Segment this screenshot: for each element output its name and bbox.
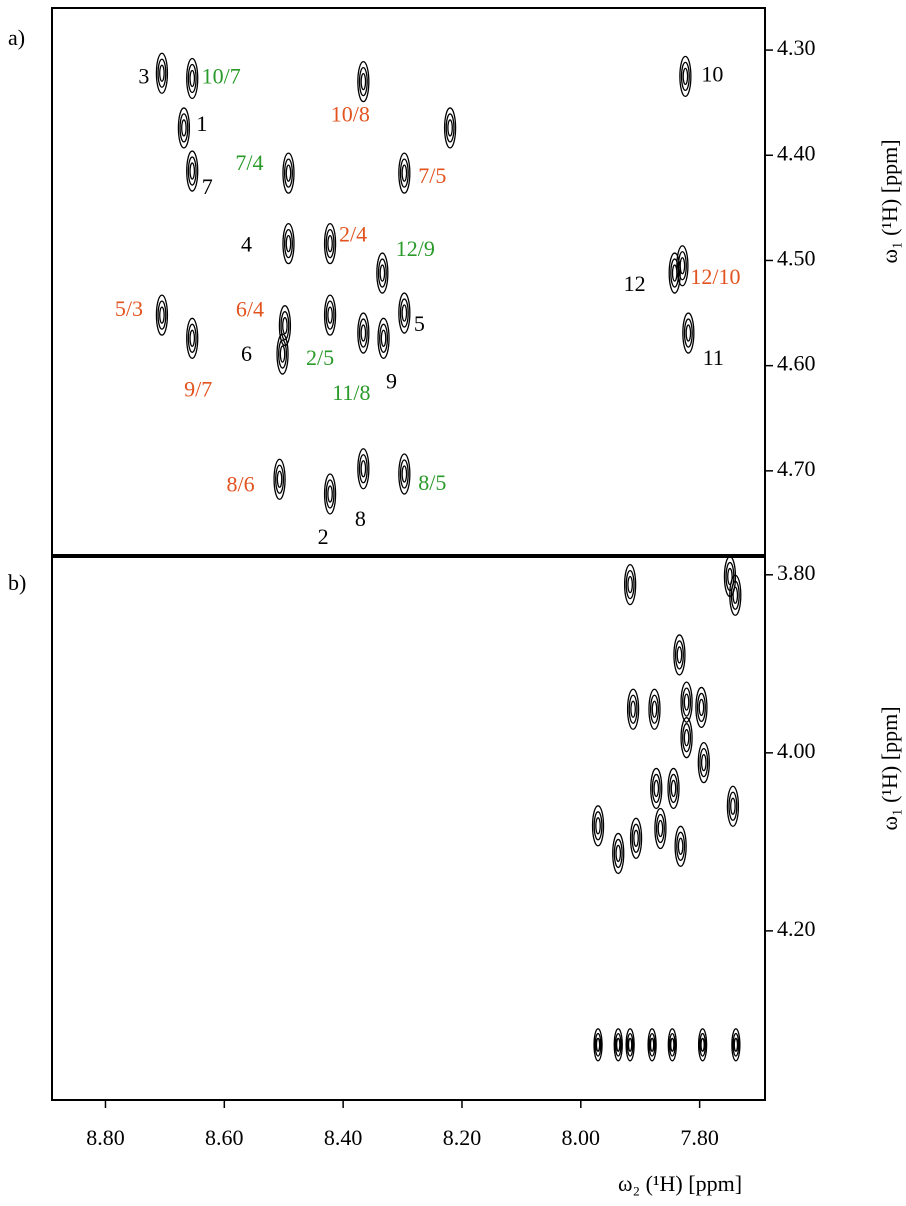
- peak: [445, 108, 456, 148]
- y-tick-label: 3.80: [777, 560, 816, 585]
- peak: [358, 62, 369, 102]
- peak-label: 7/5: [418, 163, 446, 188]
- nmr-figure: a) 4.30 4.40 4.50 4.60 4.70 ω₁ (¹H) [ppm] 3 10/7…: [0, 0, 906, 1206]
- y-axis-label: ω₁ (¹H) [ppm]: [877, 139, 902, 263]
- y-tick-label: 4.30: [777, 35, 816, 60]
- x-tick-label: 8.60: [205, 1125, 244, 1150]
- y-axis-label: ω₁ (¹H) [ppm]: [877, 706, 902, 830]
- peak: [283, 153, 294, 193]
- peak-label: 9/7: [184, 376, 212, 401]
- peak: [681, 682, 692, 722]
- peak-label: 8/5: [418, 470, 446, 495]
- y-tick-label: 4.60: [777, 351, 816, 376]
- peak: [696, 687, 707, 727]
- peak-label: 11/8: [332, 380, 370, 405]
- peak: [378, 318, 389, 358]
- peak: [668, 768, 679, 808]
- peak-label: 12/9: [396, 236, 435, 261]
- peak: [675, 826, 686, 866]
- peak: [325, 474, 336, 514]
- peak: [156, 53, 167, 93]
- peak-label: 10: [701, 61, 723, 86]
- peak: [668, 1029, 676, 1061]
- peak: [628, 689, 639, 729]
- peak-label: 12: [624, 271, 646, 296]
- peak-label: 10/8: [331, 102, 370, 127]
- peak-label: 2: [318, 524, 329, 549]
- peak: [187, 318, 198, 358]
- peak: [399, 293, 410, 333]
- peak: [699, 1029, 707, 1061]
- peak: [651, 768, 662, 808]
- x-tick-label: 8.00: [562, 1125, 601, 1150]
- peak: [399, 153, 410, 193]
- peak: [614, 1029, 622, 1061]
- peak: [626, 1029, 634, 1061]
- peak: [399, 454, 410, 494]
- peak: [593, 806, 604, 846]
- y-tick-label: 4.20: [777, 916, 816, 941]
- peak: [631, 818, 642, 858]
- peak: [698, 743, 709, 783]
- peak: [674, 635, 685, 675]
- peak: [681, 718, 692, 758]
- peak-label: 2/5: [306, 345, 334, 370]
- peak: [325, 295, 336, 335]
- peak: [178, 108, 189, 148]
- peak-label: 1: [196, 111, 207, 136]
- panel-label: a): [8, 25, 25, 50]
- peak-label: 8: [355, 506, 366, 531]
- peak: [613, 833, 624, 873]
- peak: [358, 313, 369, 353]
- peak-label: 7: [202, 174, 213, 199]
- peak: [358, 449, 369, 489]
- peak-label: 7/4: [235, 150, 263, 175]
- peak: [677, 246, 688, 286]
- peak-label: 6/4: [236, 297, 264, 322]
- peak: [625, 565, 636, 605]
- page: {"chart_data": [ {"type": "scatter", "pa…: [0, 0, 906, 1206]
- peak-label: 8/6: [227, 471, 255, 496]
- peak: [594, 1029, 602, 1061]
- peak-label: 5/3: [115, 296, 143, 321]
- peak: [377, 253, 388, 293]
- peak: [187, 58, 198, 98]
- peak: [283, 224, 294, 264]
- peak: [325, 224, 336, 264]
- peak: [680, 56, 691, 96]
- peak-label: 4: [241, 232, 252, 257]
- peak: [655, 809, 666, 849]
- x-tick-label: 8.20: [443, 1125, 482, 1150]
- peak: [730, 575, 741, 615]
- peak: [648, 1029, 656, 1061]
- peak-label: 12/10: [690, 264, 740, 289]
- peak: [187, 151, 198, 191]
- x-tick-label: 7.80: [680, 1125, 719, 1150]
- peak: [277, 334, 288, 374]
- x-tick-label: 8.80: [86, 1125, 125, 1150]
- peak-label: 2/4: [339, 222, 367, 247]
- y-tick-label: 4.50: [777, 246, 816, 271]
- peak-label: 9: [386, 368, 397, 393]
- peak-label: 5: [414, 311, 425, 336]
- peak: [732, 1029, 740, 1061]
- peak: [279, 306, 290, 346]
- x-axis-label: ω₂ (¹H) [ppm]: [618, 1171, 742, 1196]
- peak: [683, 313, 694, 353]
- x-tick-label: 8.40: [324, 1125, 363, 1150]
- peak-label: 10/7: [202, 64, 241, 89]
- peak-label: 6: [241, 341, 252, 366]
- peak: [274, 459, 285, 499]
- peak: [649, 689, 660, 729]
- peak: [727, 786, 738, 826]
- panel-label: b): [8, 570, 26, 595]
- peak: [156, 295, 167, 335]
- peak-label: 11: [703, 345, 724, 370]
- y-tick-label: 4.00: [777, 738, 816, 763]
- y-tick-label: 4.40: [777, 140, 816, 165]
- peak-label: 3: [138, 63, 149, 88]
- y-tick-label: 4.70: [777, 456, 816, 481]
